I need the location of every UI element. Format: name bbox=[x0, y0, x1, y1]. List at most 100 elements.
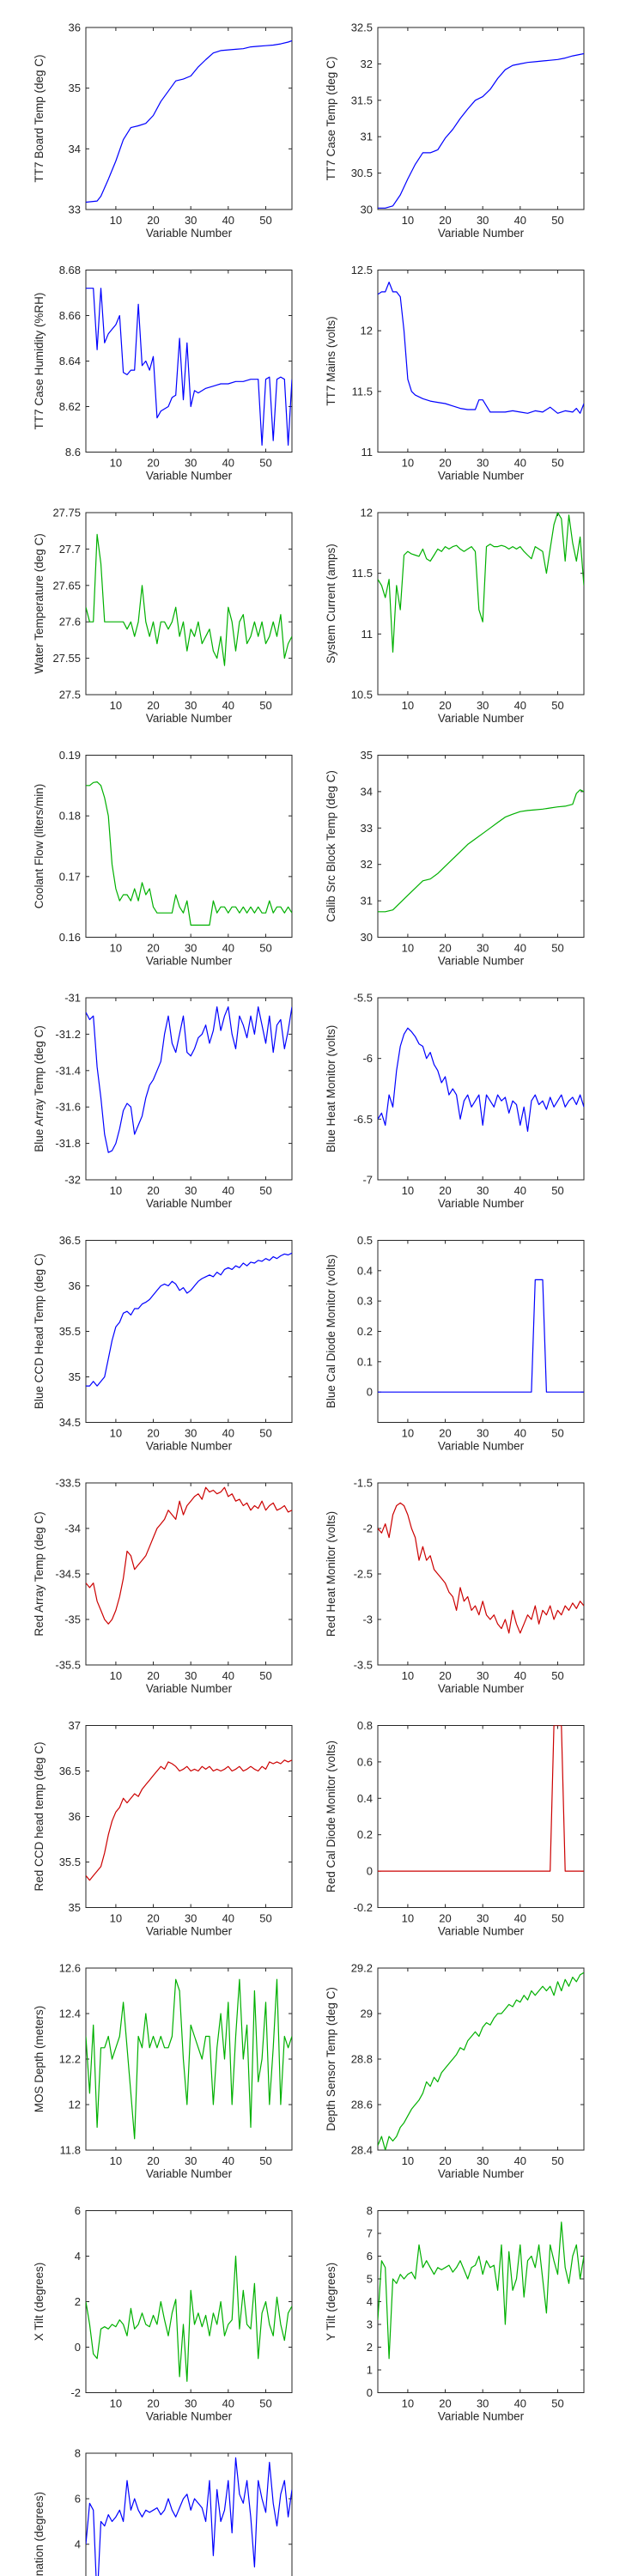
axes-box bbox=[377, 270, 585, 453]
y-tick-label: 0 bbox=[367, 1865, 373, 1878]
x-tick-label: 40 bbox=[222, 1184, 234, 1197]
x-tick-label: 30 bbox=[185, 1427, 197, 1440]
y-axis-label: Blue CCD Head Temp (deg C) bbox=[33, 1254, 46, 1409]
x-tick-label: 40 bbox=[222, 1427, 234, 1440]
x-tick-label: 10 bbox=[110, 214, 122, 227]
y-tick-label: 0.6 bbox=[357, 1755, 373, 1768]
x-tick-label: 20 bbox=[147, 214, 159, 227]
series-line bbox=[86, 288, 292, 447]
x-axis-label: Variable Number bbox=[146, 712, 233, 725]
y-tick-label: -1.5 bbox=[354, 1477, 373, 1490]
x-tick-label: 50 bbox=[259, 1427, 271, 1440]
y-tick-label: 37 bbox=[69, 1719, 81, 1732]
subplot-14: 10 20 30 40 50 -3.5 -3 -2.5 -2 -1.5 Variable Numbe… bbox=[325, 1477, 585, 1695]
x-axis-label: Variable Number bbox=[438, 2410, 525, 2423]
subplot-12: 10 20 30 40 50 0 0.1 0.2 0.3 0.4 0.5 Variable Numbe… bbox=[325, 1234, 585, 1453]
x-tick-label: 30 bbox=[477, 2154, 489, 2167]
y-tick-label: 30 bbox=[361, 204, 373, 216]
x-tick-label: 20 bbox=[439, 942, 451, 955]
y-tick-label: -34.5 bbox=[55, 1568, 81, 1581]
y-tick-label: 0.2 bbox=[357, 1325, 373, 1338]
x-axis-label: Variable Number bbox=[438, 2167, 525, 2180]
y-tick-label: -0.2 bbox=[354, 1901, 373, 1914]
x-tick-label: 40 bbox=[514, 942, 526, 955]
x-axis-label: Variable Number bbox=[438, 470, 525, 483]
axes-box bbox=[377, 512, 585, 696]
series-line bbox=[378, 52, 584, 209]
x-tick-label: 10 bbox=[110, 942, 122, 955]
y-tick-label: 12 bbox=[361, 325, 373, 337]
y-tick-label: 8.66 bbox=[59, 309, 81, 322]
series-line bbox=[86, 1486, 292, 1625]
x-tick-label: 40 bbox=[222, 457, 234, 470]
y-axis-label: Blue Cal Diode Monitor (volts) bbox=[325, 1255, 337, 1408]
x-tick-label: 40 bbox=[514, 1427, 526, 1440]
y-tick-label: 27.75 bbox=[52, 507, 81, 519]
x-tick-label: 10 bbox=[402, 2397, 414, 2410]
y-tick-label: 6 bbox=[75, 2204, 81, 2217]
x-tick-label: 10 bbox=[402, 1669, 414, 1682]
axes-box bbox=[85, 1482, 293, 1666]
y-tick-label: 0 bbox=[367, 2386, 373, 2399]
x-tick-label: 10 bbox=[402, 457, 414, 470]
y-tick-label: 0.4 bbox=[357, 1264, 373, 1277]
axes-box bbox=[85, 27, 293, 210]
y-tick-label: 11 bbox=[361, 446, 374, 459]
y-axis-label: Red Cal Diode Monitor (volts) bbox=[325, 1741, 337, 1893]
x-tick-label: 20 bbox=[147, 1427, 159, 1440]
x-tick-label: 40 bbox=[514, 2397, 526, 2410]
x-tick-label: 40 bbox=[222, 1669, 234, 1682]
x-tick-label: 50 bbox=[551, 1427, 563, 1440]
y-tick-label: 0 bbox=[367, 1386, 373, 1399]
x-tick-label: 50 bbox=[259, 2397, 271, 2410]
series-line bbox=[378, 1279, 584, 1393]
y-axis-label: Depth Sensor Temp (deg C) bbox=[325, 1987, 337, 2131]
x-tick-label: 10 bbox=[110, 457, 122, 470]
x-tick-label: 40 bbox=[222, 699, 234, 712]
x-tick-label: 10 bbox=[110, 2154, 122, 2167]
series-line bbox=[378, 513, 584, 653]
y-tick-label: -31 bbox=[64, 992, 81, 1005]
y-tick-label: 12.4 bbox=[59, 2008, 81, 2020]
axes-box bbox=[85, 1240, 293, 1423]
y-tick-label: 0.5 bbox=[357, 1234, 373, 1247]
series-line bbox=[86, 1978, 292, 2140]
x-tick-label: 10 bbox=[402, 214, 414, 227]
x-tick-label: 10 bbox=[110, 699, 122, 712]
series-line bbox=[86, 1005, 292, 1153]
y-tick-label: 0.8 bbox=[357, 1719, 373, 1732]
x-tick-label: 50 bbox=[259, 2154, 271, 2167]
y-tick-label: 8 bbox=[367, 2204, 373, 2217]
y-tick-label: 27.65 bbox=[52, 579, 81, 592]
x-tick-label: 40 bbox=[514, 699, 526, 712]
y-tick-label: 34.5 bbox=[59, 1416, 81, 1429]
y-tick-label: 12 bbox=[69, 2099, 81, 2111]
y-tick-label: 36 bbox=[69, 1279, 81, 1292]
subplot-20: 10 20 30 40 50 0 1 2 3 4 5 6 7 8 Variable Number Y Tilt… bbox=[325, 2204, 585, 2423]
y-tick-label: 28.4 bbox=[351, 2144, 373, 2157]
x-tick-label: 20 bbox=[439, 1912, 451, 1925]
x-axis-label: Variable Number bbox=[146, 227, 233, 240]
y-tick-label: 27.5 bbox=[59, 689, 81, 702]
x-tick-label: 20 bbox=[147, 1184, 159, 1197]
axes-box bbox=[85, 2210, 293, 2393]
x-tick-label: 30 bbox=[477, 942, 489, 955]
series-line bbox=[86, 781, 292, 927]
x-tick-label: 50 bbox=[259, 214, 271, 227]
subplot-1: 10 20 30 40 50 33 34 35 36 Variable Number TT7 Boa… bbox=[33, 21, 293, 240]
x-tick-label: 10 bbox=[402, 1184, 414, 1197]
subplot-2: 10 20 30 40 50 30 30.5 31 31.5 32 32.5 Variable Num… bbox=[325, 21, 585, 240]
subplot-10: 10 20 30 40 50 -7 -6.5 -6 -5.5 Variable Number Blu… bbox=[325, 992, 585, 1210]
y-tick-label: 7 bbox=[367, 2227, 373, 2240]
x-tick-label: 20 bbox=[439, 457, 451, 470]
x-tick-label: 10 bbox=[110, 1427, 122, 1440]
axes-box bbox=[377, 1482, 585, 1666]
x-tick-label: 40 bbox=[514, 1912, 526, 1925]
y-tick-label: 11 bbox=[361, 628, 374, 641]
subplot-9: 10 20 30 40 50 -32 -31.8 -31.6 -31.4 -31.2 -31 Vari… bbox=[33, 992, 293, 1210]
x-tick-label: 10 bbox=[110, 1669, 122, 1682]
y-tick-label: 0.18 bbox=[59, 810, 81, 823]
y-tick-label: -31.8 bbox=[55, 1137, 81, 1150]
x-tick-label: 40 bbox=[222, 2397, 234, 2410]
series-line bbox=[378, 1027, 584, 1133]
